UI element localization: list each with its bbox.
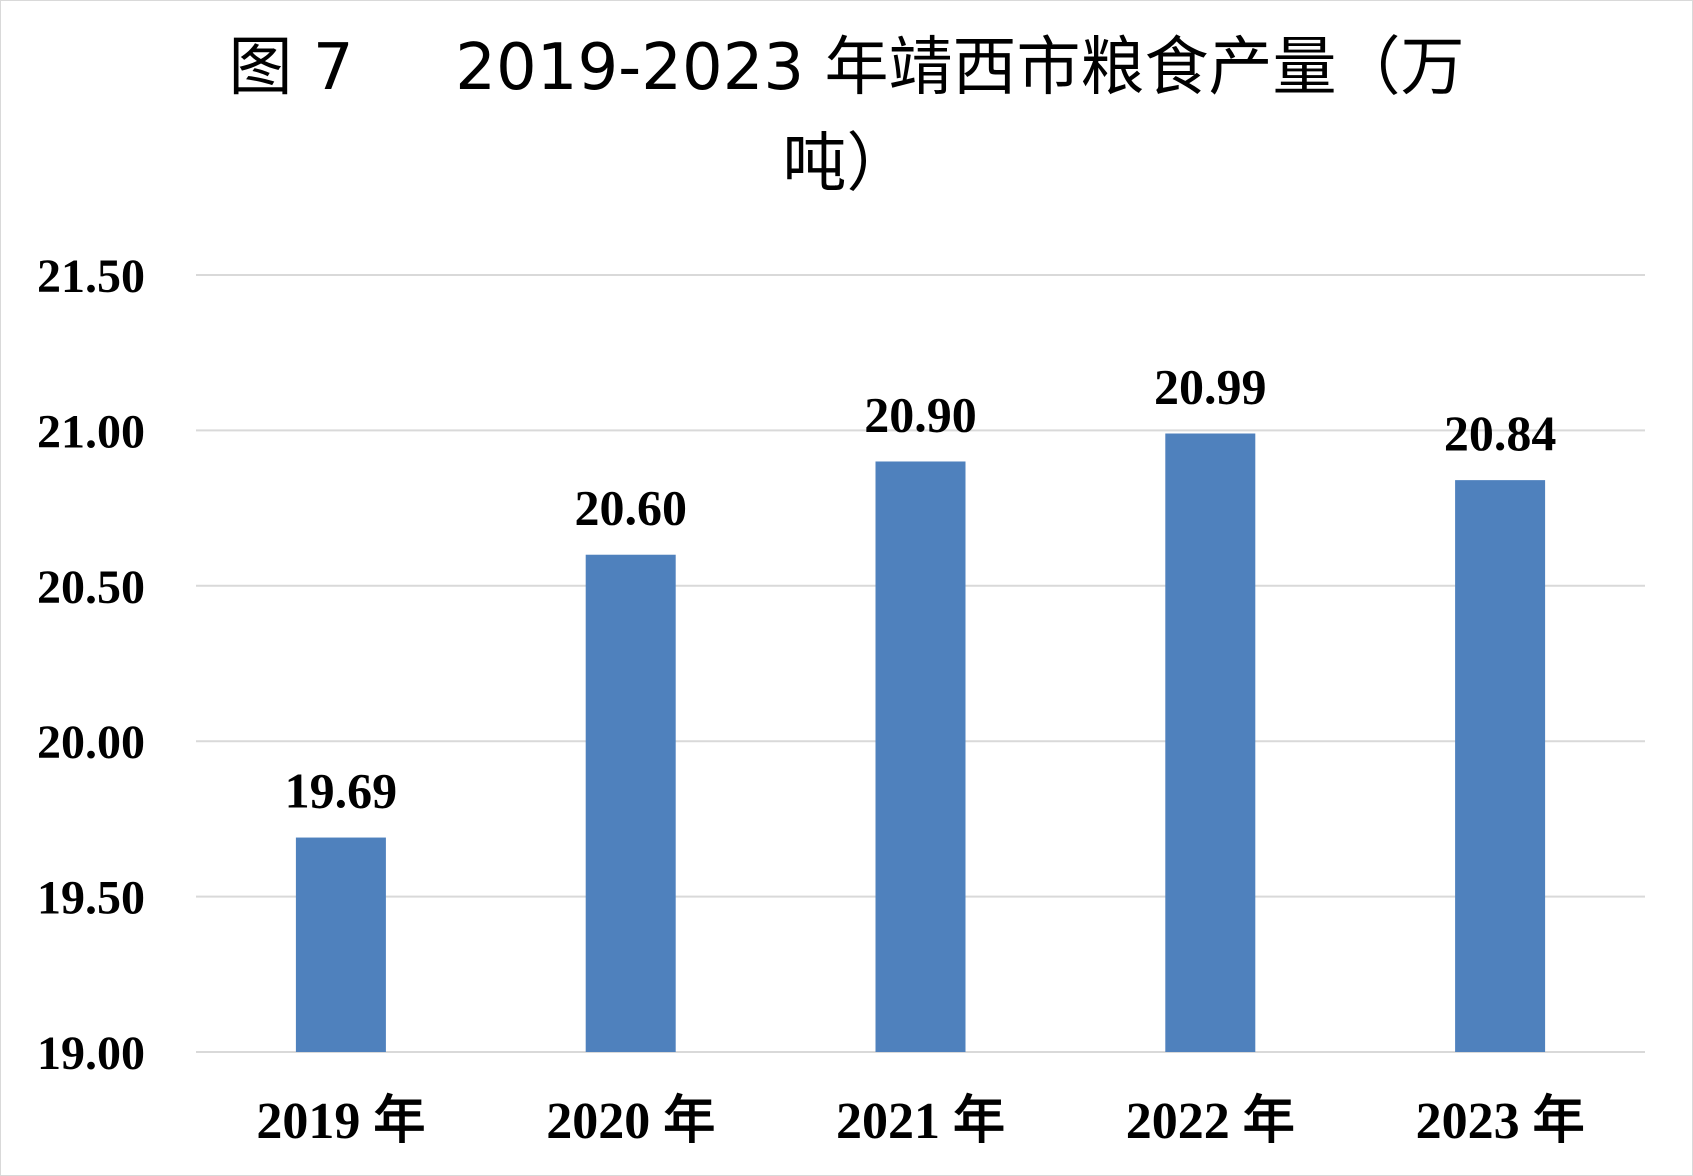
y-tick-label-0: 19.00 [37, 1027, 145, 1080]
y-tick-label-5: 21.50 [37, 250, 145, 303]
chart-title-line-2: 吨） [782, 127, 911, 201]
chart-title: 图 7 2019-2023 年靖西市粮食产量（万 吨） [0, 20, 1693, 212]
bars [295, 433, 1546, 1053]
data-label-4: 20.84 [1444, 405, 1557, 461]
x-category-label-0: 2019 年 [256, 1092, 425, 1150]
data-label-3: 20.99 [1154, 359, 1267, 415]
data-label-1: 20.60 [574, 480, 687, 536]
data-label-2: 20.90 [864, 386, 977, 442]
x-category-label-3: 2022 年 [1126, 1092, 1295, 1150]
bar-2 [875, 461, 966, 1053]
data-labels: 19.69 20.60 20.90 20.99 20.84 [285, 359, 1557, 819]
x-axis-categories: 2019 年 2020 年 2021 年 2022 年 2023 年 [256, 1092, 1584, 1150]
chart-title-line-1: 图 7 2019-2023 年靖西市粮食产量（万 [228, 31, 1465, 105]
data-label-0: 19.69 [285, 763, 398, 819]
bar-1 [585, 554, 676, 1052]
y-axis-ticks: 19.00 19.50 20.00 20.50 21.00 21.50 [37, 250, 145, 1080]
y-tick-label-2: 20.00 [37, 716, 145, 769]
x-category-label-4: 2023 年 [1416, 1092, 1585, 1150]
x-category-label-1: 2020 年 [546, 1092, 715, 1150]
x-category-label-2: 2021 年 [836, 1092, 1005, 1150]
bar-3 [1165, 433, 1256, 1052]
y-tick-label-3: 20.50 [37, 561, 145, 614]
bar-4 [1455, 480, 1546, 1052]
bar-0 [295, 837, 386, 1052]
y-tick-label-4: 21.00 [37, 405, 145, 458]
y-tick-label-1: 19.50 [37, 872, 145, 925]
